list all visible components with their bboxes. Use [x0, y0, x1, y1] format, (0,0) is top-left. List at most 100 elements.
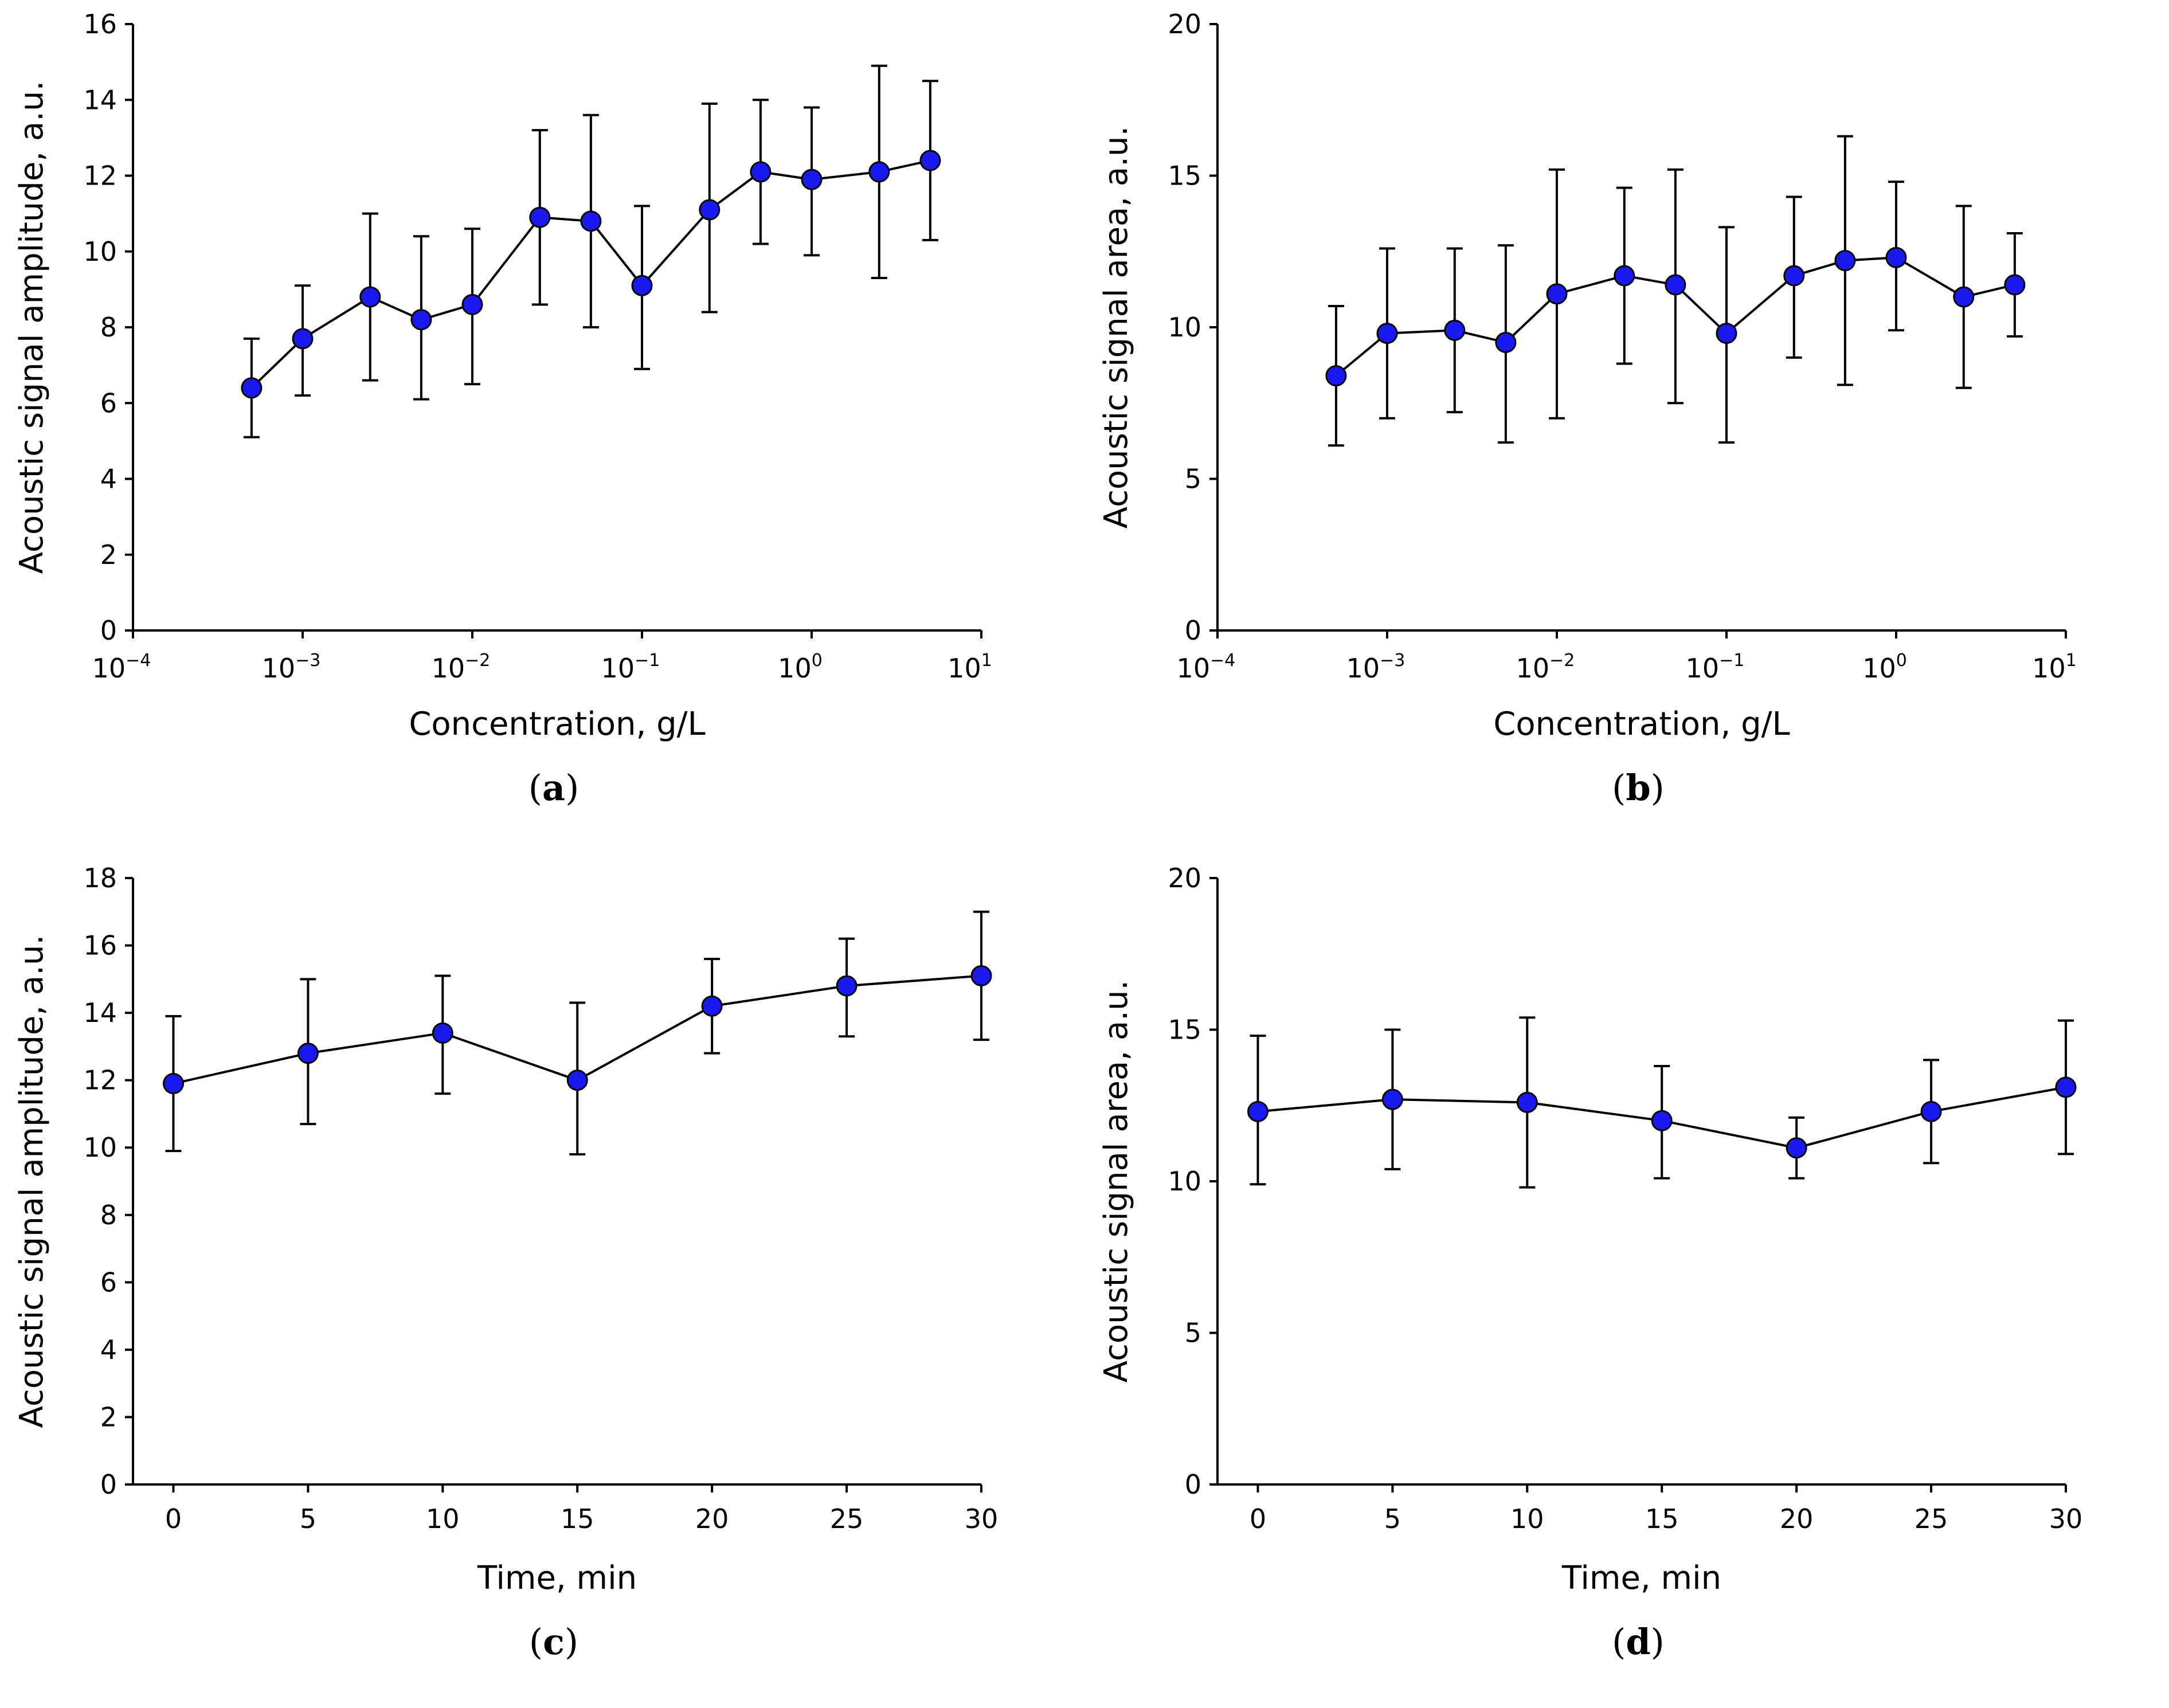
y-tick-label: 20	[1168, 9, 1201, 40]
data-point	[701, 995, 723, 1017]
panel-label: (a)	[528, 767, 580, 809]
x-tick-label: 0	[165, 1503, 182, 1534]
y-tick-label: 15	[1168, 1014, 1201, 1045]
y-tick-label: 8	[100, 1200, 117, 1231]
x-tick-base: 10	[601, 653, 635, 684]
x-tick-base: 10	[262, 653, 296, 684]
chart-panel-d: 0 5 10 15 20 0 5 10 15 20 25 30 Time, min Acoustic si…	[1084, 854, 2169, 1708]
x-tick-base: 10	[948, 653, 981, 684]
y-axis-title: Acoustic signal area, a.u.	[1098, 126, 1135, 529]
x-tick-label: 20	[1780, 1503, 1814, 1534]
data-point	[1444, 319, 1466, 341]
x-tick-label: 10−4	[92, 651, 151, 684]
data-point	[2055, 1076, 2077, 1098]
data-point	[1651, 1110, 1673, 1131]
y-axis-title: Acoustic signal area, a.u.	[1098, 980, 1135, 1383]
x-tick-label: 10	[426, 1503, 460, 1534]
data-point	[2004, 274, 2026, 296]
y-tick-label: 10	[1168, 1166, 1201, 1197]
x-tick-label: 20	[695, 1503, 729, 1534]
data-point	[699, 199, 721, 221]
x-tick-label: 30	[965, 1503, 999, 1534]
x-tick-exponent: 1	[981, 651, 992, 671]
data-point	[1381, 1088, 1403, 1110]
x-tick-base: 10	[1516, 653, 1550, 684]
x-tick-label: 5	[1384, 1503, 1401, 1534]
x-tick-label: 10−3	[262, 651, 321, 684]
chart-c-svg: 0 2 4 6 8 10 12 14 16 18 0 5 10 15 20 25 30 Time, min Acou…	[13, 863, 999, 1663]
x-tick-exponent: 1	[2066, 651, 2077, 671]
y-tick-label: 12	[83, 160, 117, 191]
panel-label-open-paren: (	[529, 1621, 543, 1663]
data-point	[868, 161, 890, 183]
x-tick-label: 10−2	[1516, 651, 1575, 684]
x-tick-label: 10−1	[1686, 651, 1745, 684]
y-tick-label: 12	[83, 1065, 117, 1096]
x-tick-base: 10	[778, 653, 812, 684]
x-tick-exponent: 0	[1896, 651, 1907, 671]
x-tick-label: 25	[830, 1503, 864, 1534]
y-tick-label: 5	[1185, 464, 1201, 495]
data-point	[529, 206, 551, 228]
data-point	[970, 965, 992, 986]
data-point	[1247, 1100, 1268, 1122]
x-tick-base: 10	[2032, 653, 2066, 684]
data-point	[1376, 323, 1398, 344]
data-point	[919, 150, 941, 171]
data-point	[750, 161, 772, 183]
y-tick-label: 4	[100, 464, 117, 495]
x-tick-base: 10	[1862, 653, 1896, 684]
y-tick-label: 14	[83, 997, 117, 1028]
y-tick-label: 0	[1185, 615, 1201, 646]
data-point	[566, 1070, 588, 1091]
data-point	[1953, 286, 1975, 308]
x-tick-label: 15	[561, 1503, 594, 1534]
panel-label: (d)	[1612, 1621, 1665, 1663]
chart-panel-c: 0 2 4 6 8 10 12 14 16 18 0 5 10 15 20 25 30 Time, min Acou…	[0, 854, 1084, 1708]
data-point	[432, 1022, 453, 1044]
x-tick-exponent: 0	[812, 651, 823, 671]
data-point	[241, 377, 263, 399]
data-point	[631, 275, 653, 296]
data-point	[297, 1043, 319, 1064]
y-tick-label: 4	[100, 1334, 117, 1365]
panel-label-close-paren: )	[1651, 767, 1665, 809]
y-tick-label: 8	[100, 312, 117, 343]
x-tick-exponent: −2	[465, 651, 490, 671]
x-tick-exponent: −4	[1210, 651, 1235, 671]
x-tick-label: 5	[300, 1503, 316, 1534]
x-tick-label: 101	[2032, 651, 2077, 684]
y-tick-label: 0	[1185, 1469, 1201, 1500]
y-tick-label: 10	[83, 1132, 117, 1163]
y-tick-label: 6	[100, 387, 117, 418]
data-point	[801, 169, 823, 190]
y-tick-label: 2	[100, 1401, 117, 1432]
y-tick-label: 16	[83, 930, 117, 961]
x-tick-exponent: −1	[1719, 651, 1744, 671]
x-axis-title: Concentration, g/L	[409, 706, 705, 743]
x-tick-base: 10	[1177, 653, 1211, 684]
panel-label-letter: d	[1626, 1621, 1650, 1663]
x-tick-label: 30	[2049, 1503, 2083, 1534]
panel-label-letter: b	[1626, 767, 1650, 809]
x-tick-base: 10	[1686, 653, 1720, 684]
y-tick-label: 10	[83, 236, 117, 267]
x-axis-title: Time, min	[477, 1560, 637, 1597]
y-tick-label: 14	[83, 84, 117, 115]
x-tick-label: 101	[948, 651, 992, 684]
panel-label-close-paren: )	[1651, 1621, 1665, 1663]
data-point	[1325, 365, 1347, 387]
data-point	[1920, 1100, 1942, 1122]
x-tick-label: 25	[1914, 1503, 1948, 1534]
y-tick-label: 5	[1185, 1318, 1201, 1349]
data-point	[1495, 331, 1517, 353]
chart-d-svg: 0 5 10 15 20 0 5 10 15 20 25 30 Time, min Acoustic si…	[1098, 863, 2083, 1663]
data-point	[580, 210, 602, 232]
chart-panel-a: 0 2 4 6 8 10 12 14 16 10−4 10−3 10−2 10−1 100 101 Conce…	[0, 0, 1084, 854]
data-point	[1614, 265, 1635, 287]
x-tick-label: 10−4	[1177, 651, 1236, 684]
x-tick-label: 10−3	[1346, 651, 1405, 684]
